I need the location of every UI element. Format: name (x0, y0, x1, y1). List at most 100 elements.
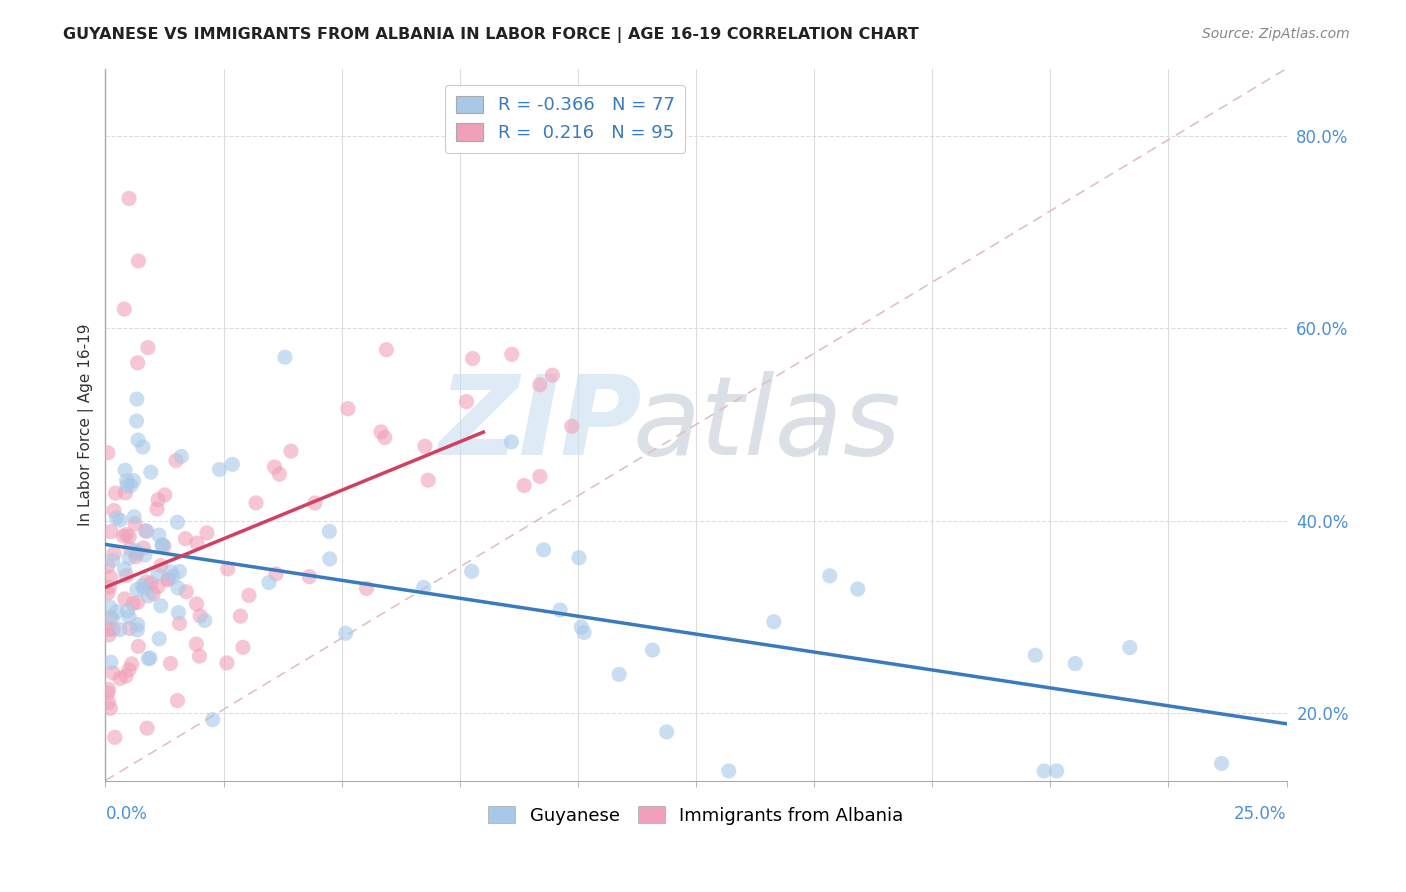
Point (146, 502, 169, 516)
Point (98, 701, 121, 715)
Point (98, 580, 121, 594)
Point (375, 343, 398, 357)
Point (98, 600, 121, 615)
Point (762, 615, 785, 629)
Point (97, 682, 120, 697)
Point (103, 503, 125, 517)
Point (456, 394, 478, 409)
Point (127, 617, 149, 632)
Point (115, 474, 138, 488)
Point (100, 570, 122, 584)
Point (112, 302, 135, 317)
Text: 25.0%: 25.0% (1234, 805, 1286, 823)
Text: atlas: atlas (633, 371, 901, 478)
Point (108, 513, 131, 527)
Point (186, 637, 208, 651)
Point (319, 552, 342, 566)
Point (257, 575, 280, 590)
Point (127, 433, 149, 447)
Point (100, 655, 122, 669)
Point (188, 649, 211, 664)
Point (156, 573, 179, 587)
Point (1046, 764, 1069, 778)
Point (103, 622, 125, 636)
Point (232, 640, 254, 655)
Point (208, 462, 231, 476)
Point (174, 532, 197, 546)
Point (132, 541, 155, 555)
Point (103, 546, 125, 560)
Point (166, 693, 188, 707)
Point (122, 474, 145, 488)
Point (97, 623, 120, 637)
Point (139, 576, 162, 591)
Point (125, 392, 148, 406)
Point (146, 492, 169, 507)
Point (97, 586, 120, 600)
Point (1064, 657, 1087, 671)
Point (114, 485, 136, 500)
Point (460, 565, 482, 579)
Point (112, 529, 135, 543)
Point (176, 584, 198, 599)
Point (186, 597, 208, 611)
Point (529, 469, 551, 483)
Point (118, 663, 141, 677)
Point (157, 572, 180, 586)
Point (120, 541, 142, 556)
Point (125, 414, 148, 428)
Point (98, 628, 121, 642)
Point (125, 543, 148, 558)
Point (318, 524, 340, 539)
Point (170, 450, 193, 464)
Point (127, 640, 149, 654)
Point (186, 536, 208, 550)
Text: Source: ZipAtlas.com: Source: ZipAtlas.com (1202, 27, 1350, 41)
Point (166, 515, 188, 529)
Point (269, 467, 291, 482)
Point (280, 444, 302, 458)
Point (138, 589, 160, 603)
Point (115, 527, 138, 541)
Point (118, 610, 141, 624)
Point (115, 568, 138, 582)
Point (818, 569, 841, 583)
Point (142, 587, 165, 601)
Point (97, 696, 120, 710)
Legend: R = -0.366   N = 77, R =  0.216   N = 95: R = -0.366 N = 77, R = 0.216 N = 95 (446, 85, 685, 153)
Text: 0.0%: 0.0% (105, 805, 148, 823)
Point (122, 509, 145, 524)
Point (98, 610, 121, 624)
Point (201, 713, 224, 727)
Point (117, 604, 139, 618)
Point (138, 652, 160, 666)
Point (97, 686, 120, 700)
Point (655, 725, 678, 739)
Point (127, 623, 149, 637)
Point (274, 350, 297, 364)
Point (124, 516, 146, 531)
Point (215, 656, 238, 670)
Point (148, 528, 170, 542)
Point (167, 606, 190, 620)
Point (136, 524, 159, 539)
Point (118, 529, 141, 543)
Point (238, 588, 260, 602)
Point (150, 538, 173, 552)
Point (263, 460, 285, 475)
Point (195, 525, 218, 540)
Point (374, 430, 396, 444)
Point (127, 356, 149, 370)
Point (1033, 764, 1056, 778)
Point (1119, 640, 1142, 655)
Point (221, 458, 243, 472)
Point (132, 582, 155, 596)
Point (569, 620, 592, 634)
Point (159, 657, 181, 671)
Point (134, 524, 156, 538)
Point (122, 597, 145, 611)
Point (149, 558, 172, 573)
Point (127, 254, 149, 268)
Point (105, 605, 128, 619)
Point (513, 478, 536, 492)
